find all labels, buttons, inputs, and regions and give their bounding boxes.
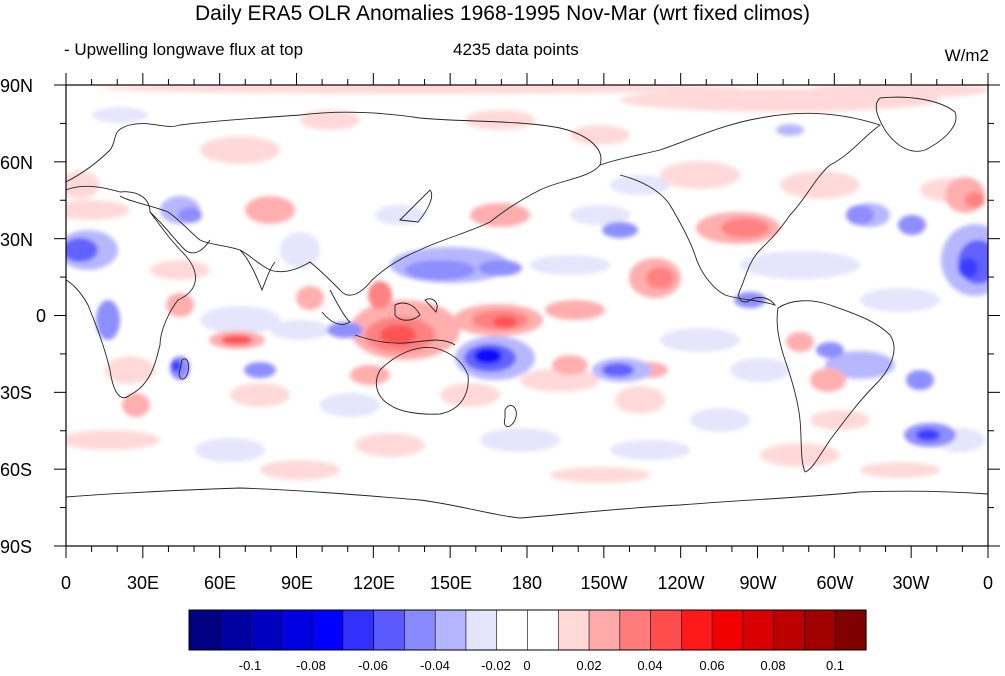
colorbar <box>188 609 867 651</box>
colorbar-swatch <box>434 609 467 651</box>
colorbar-swatch <box>465 609 498 651</box>
colorbar-label: 0.1 <box>826 658 844 673</box>
colorbar-label: 0 <box>523 658 530 673</box>
colorbar-label: -0.1 <box>239 658 261 673</box>
lon-label-30e: 30E <box>127 573 159 593</box>
colorbar-swatch <box>404 609 436 651</box>
chart-title: Daily ERA5 OLR Anomalies 1968-1995 Nov-M… <box>194 2 811 25</box>
data-points-count: 4235 data points <box>453 40 579 59</box>
lat-label-60n: 60N <box>0 153 33 173</box>
anomaly-field <box>66 85 988 483</box>
colorbar-swatch <box>588 609 621 651</box>
colorbar-swatch <box>557 609 590 651</box>
lon-label-90e: 90E <box>281 573 313 593</box>
colorbar-swatch <box>496 609 529 651</box>
lon-label-180: 180 <box>512 573 542 593</box>
lat-label-90n: 90N <box>0 76 33 96</box>
lon-label-60e: 60E <box>204 573 236 593</box>
lon-label-150e: 150E <box>430 573 472 593</box>
colorbar-label: -0.06 <box>358 658 388 673</box>
lat-label-60s: 60S <box>0 460 32 480</box>
colorbar-label: 0.08 <box>760 658 785 673</box>
colorbar-swatch <box>219 609 252 651</box>
colorbar-label: -0.04 <box>420 658 450 673</box>
lat-label-30n: 30N <box>0 230 33 250</box>
colorbar-swatch <box>650 609 682 651</box>
lon-label-120e: 120E <box>353 573 395 593</box>
colorbar-swatch <box>773 609 806 651</box>
colorbar-swatch <box>834 609 867 651</box>
colorbar-label: 0.02 <box>576 658 601 673</box>
lat-label-eq: 0 <box>36 306 46 326</box>
colorbar-swatch <box>188 609 221 651</box>
colorbar-swatch <box>804 609 836 651</box>
lon-label-90w: 90W <box>739 573 776 593</box>
coastlines <box>66 96 988 519</box>
colorbar-label: -0.08 <box>296 658 326 673</box>
lon-label-360: 0 <box>983 573 993 593</box>
lon-label-0: 0 <box>61 573 71 593</box>
axis-ticks <box>54 73 1000 558</box>
colorbar-label: 0.06 <box>699 658 724 673</box>
colorbar-label: -0.02 <box>481 658 511 673</box>
colorbar-swatch <box>373 609 406 651</box>
variable-description: - Upwelling longwave flux at top <box>64 40 304 59</box>
colorbar-swatch <box>311 609 344 651</box>
colorbar-swatch <box>742 609 775 651</box>
lat-label-30s: 30S <box>0 383 32 403</box>
colorbar-swatch <box>281 609 313 651</box>
units-label: W/m2 <box>944 46 989 65</box>
lon-label-30w: 30W <box>892 573 929 593</box>
colorbar-label: 0.04 <box>637 658 662 673</box>
colorbar-swatch <box>711 609 744 651</box>
lat-label-90s: 90S <box>0 537 32 557</box>
colorbar-swatch <box>681 609 713 651</box>
colorbar-frame <box>188 609 867 651</box>
colorbar-swatch <box>527 609 559 651</box>
colorbar-swatch <box>342 609 375 651</box>
colorbar-swatch <box>619 609 652 651</box>
lon-label-120w: 120W <box>657 573 704 593</box>
colorbar-swatch <box>250 609 282 651</box>
lon-label-60w: 60W <box>816 573 853 593</box>
lon-label-150w: 150W <box>580 573 627 593</box>
